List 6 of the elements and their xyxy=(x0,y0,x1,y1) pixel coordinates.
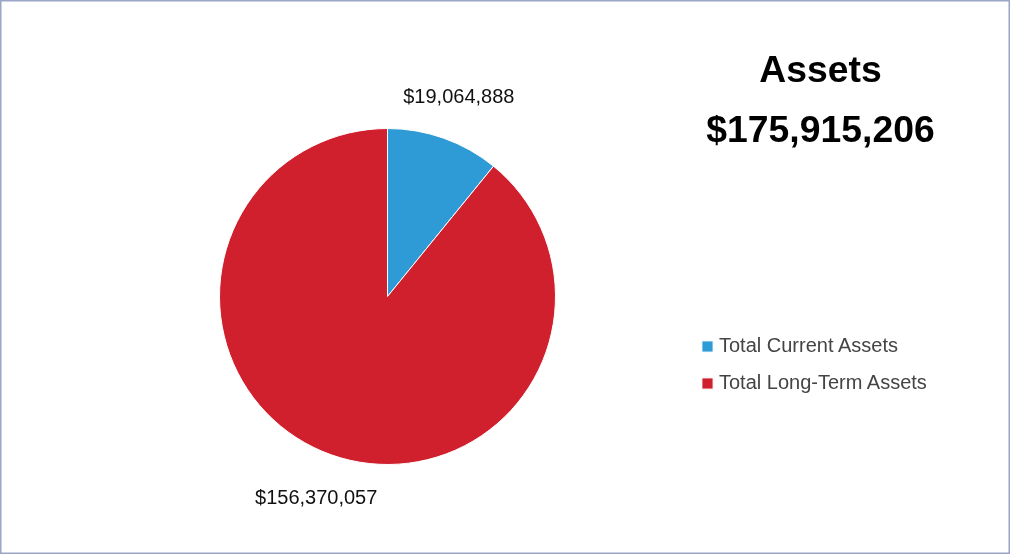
text: $175,915,206 xyxy=(706,107,935,150)
legend-label: Total Long-Term Assets xyxy=(719,371,927,394)
data-label: $156,370,057 xyxy=(255,486,378,509)
data-label: $19,064,888 xyxy=(403,84,515,107)
chart-title: Assets xyxy=(759,47,882,90)
legend-label: Total Current Assets xyxy=(719,334,898,357)
